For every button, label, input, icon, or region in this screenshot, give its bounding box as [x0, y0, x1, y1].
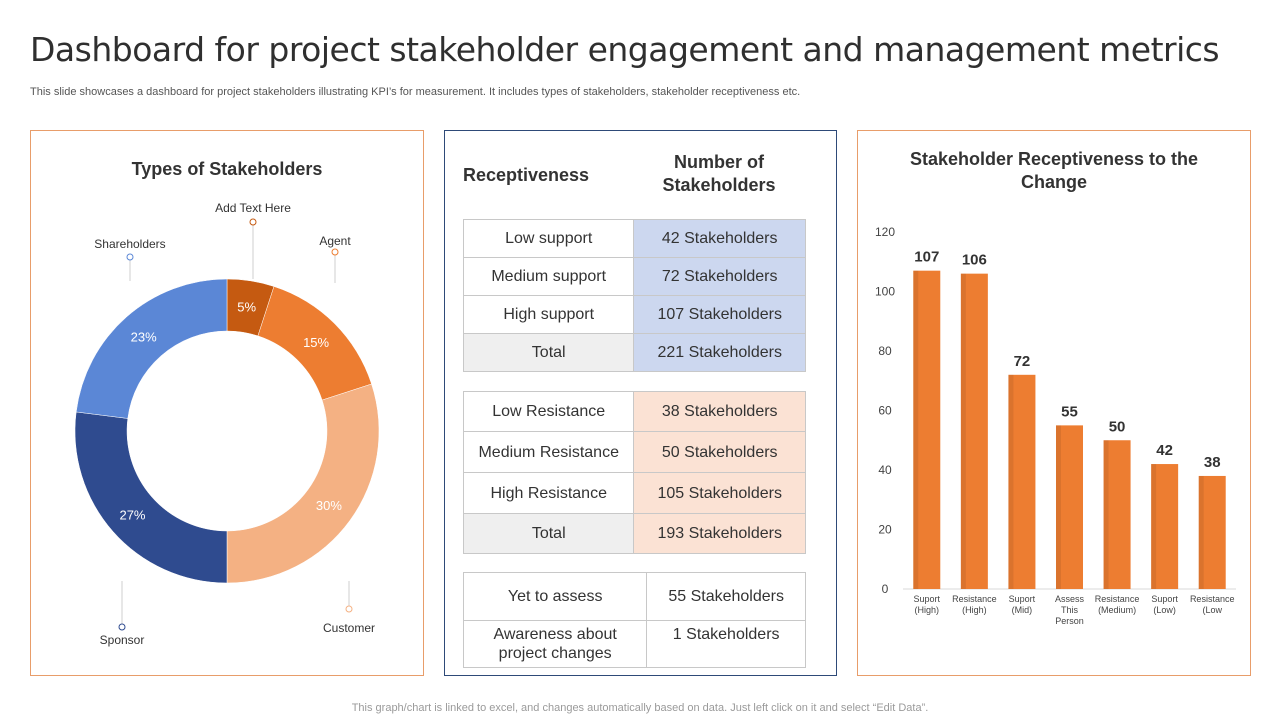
x-tick-label: Resistance (High) [952, 594, 997, 615]
bar-value-label: 55 [1061, 403, 1078, 420]
table-row: Low support 42 Stakeholders [462, 219, 806, 258]
table-row: Total 221 Stakeholders [462, 333, 806, 372]
bar-value-label: 50 [1109, 418, 1126, 435]
row-label: High Resistance [462, 472, 635, 514]
row-label: Medium support [462, 257, 635, 296]
bar-suport-high[interactable] [913, 270, 941, 589]
y-tick-label: 20 [878, 523, 892, 537]
bar-suport-mid[interactable] [1008, 374, 1036, 589]
row-label: Yet to assess [462, 572, 648, 621]
page-title: Dashboard for project stakeholder engage… [30, 30, 1220, 69]
row-value: 193 Stakeholders [633, 513, 806, 554]
y-tick-label: 40 [878, 463, 892, 477]
y-tick-label: 100 [875, 285, 895, 299]
row-label: Awareness about project changes [462, 620, 648, 668]
row-value: 1 Stakeholders [646, 620, 806, 668]
table-row: Medium support 72 Stakeholders [462, 257, 806, 296]
y-tick-label: 80 [878, 344, 892, 358]
legend-label-agent: Agent [319, 234, 351, 248]
row-value: 105 Stakeholders [633, 472, 806, 514]
row-label: Medium Resistance [462, 431, 635, 473]
donut-slice-customer[interactable] [226, 383, 380, 584]
x-tick-label: Suport (Mid) [1009, 594, 1036, 615]
bar-value-label: 106 [962, 252, 987, 269]
bar-resistance-high[interactable] [960, 273, 988, 589]
y-tick-label: 120 [875, 225, 895, 239]
table-row: Low Resistance 38 Stakeholders [462, 391, 806, 432]
callout-dot [345, 605, 353, 613]
legend-label-add-text-here: Add Text Here [215, 201, 291, 215]
donut-slice-sponsor[interactable] [74, 411, 228, 584]
support-table: Low support 42 Stakeholders Medium suppo… [462, 219, 806, 372]
bar-value-label: 72 [1014, 353, 1031, 370]
donut-chart-title: Types of Stakeholders [131, 159, 323, 179]
row-label: Low Resistance [462, 391, 635, 432]
callout-dot [126, 253, 134, 261]
table-row: High support 107 Stakeholders [462, 295, 806, 334]
callout-dot [249, 218, 257, 226]
legend-label-sponsor: Sponsor [100, 633, 145, 647]
other-table: Yet to assess 55 Stakeholders Awareness … [462, 572, 806, 668]
donut-chart[interactable]: 5% Add Text Here 15% Agent 30% Customer 27% Spo… [31, 131, 423, 675]
table-row: Awareness about project changes 1 Stakeh… [462, 620, 806, 668]
row-value: 72 Stakeholders [633, 257, 806, 296]
page-subtitle: This slide showcases a dashboard for pro… [30, 86, 801, 98]
bar-shade [960, 273, 966, 589]
row-value: 50 Stakeholders [633, 431, 806, 473]
bar-chart[interactable]: 0 20 40 60 80 100 120 107 Suport (High) 106 Resista… [858, 131, 1250, 675]
bar-assess-this-person[interactable] [1056, 425, 1083, 589]
row-value: 221 Stakeholders [633, 333, 806, 372]
bar-value-label: 42 [1156, 442, 1173, 459]
slice-percent-label: 23% [131, 329, 157, 344]
bar-shade [1056, 425, 1061, 589]
row-value: 42 Stakeholders [633, 219, 806, 258]
callout-dot [118, 623, 126, 631]
callout-dot [331, 248, 339, 256]
table-row: High Resistance 105 Stakeholders [462, 472, 806, 514]
donut-slice-shareholders[interactable] [75, 278, 228, 419]
bar-shade [1198, 475, 1204, 589]
y-tick-label: 0 [882, 582, 889, 596]
x-tick-label: Resistance (Medium) [1095, 594, 1140, 615]
legend-label-shareholders: Shareholders [94, 237, 165, 251]
row-label: Total [462, 513, 635, 554]
bar-suport-low[interactable] [1151, 464, 1179, 589]
bar-shade [1151, 464, 1157, 589]
row-value: 55 Stakeholders [646, 572, 806, 621]
bar-value-label: 38 [1204, 454, 1221, 471]
bar-shade [913, 270, 919, 589]
x-tick-label: Assess This Person [1055, 594, 1085, 626]
table-row: Total 193 Stakeholders [462, 513, 806, 554]
row-value: 38 Stakeholders [633, 391, 806, 432]
resistance-table: Low Resistance 38 Stakeholders Medium Re… [462, 391, 806, 554]
x-tick-label: Suport (Low) [1151, 594, 1178, 615]
bar-value-label: 107 [914, 249, 939, 266]
number-of-stakeholders-header: Number of Stakeholders [662, 152, 776, 195]
row-value: 107 Stakeholders [633, 295, 806, 334]
footer-note: This graph/chart is linked to excel, and… [351, 702, 929, 714]
bar-shade [1103, 440, 1109, 589]
slice-percent-label: 27% [119, 507, 145, 522]
bar-chart-title: Stakeholder Receptiveness to the Change [909, 149, 1199, 192]
x-tick-label: Resistance (Low [1190, 594, 1235, 615]
slice-percent-label: 5% [237, 300, 256, 315]
slice-percent-label: 15% [303, 335, 329, 350]
row-label: Total [462, 333, 635, 372]
y-tick-label: 60 [878, 404, 892, 418]
receptiveness-table-panel: Receptiveness Number of Stakeholders Low… [444, 130, 837, 676]
bar-resistance-low[interactable] [1198, 475, 1226, 589]
slice-percent-label: 30% [316, 498, 342, 513]
bar-resistance-medium[interactable] [1103, 440, 1131, 589]
row-label: High support [462, 295, 635, 334]
receptiveness-header: Receptiveness [463, 165, 590, 185]
table-row: Medium Resistance 50 Stakeholders [462, 431, 806, 473]
legend-label-customer: Customer [323, 621, 375, 635]
row-label: Low support [462, 219, 635, 258]
x-tick-label: Suport (High) [914, 594, 941, 615]
table-row: Yet to assess 55 Stakeholders [462, 572, 806, 621]
bar-shade [1008, 374, 1014, 589]
stakeholder-types-panel: Types of Stakeholders 5% Add Text Here 15%… [30, 130, 424, 676]
receptiveness-bar-chart-panel: Stakeholder Receptiveness to the Change … [857, 130, 1251, 676]
